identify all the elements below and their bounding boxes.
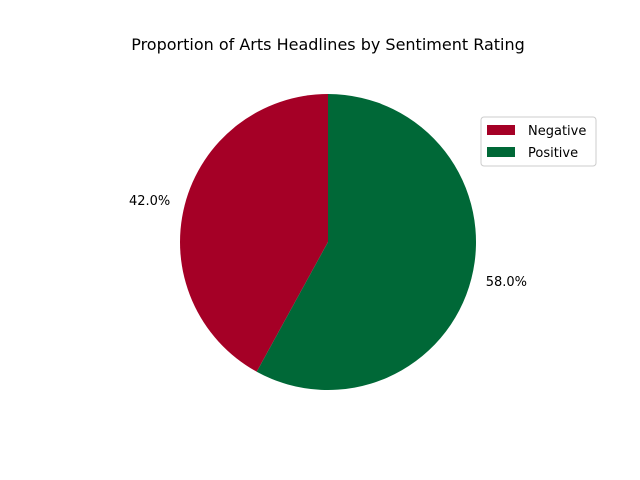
legend-label-positive: Positive: [528, 146, 578, 161]
pie-slice-positive: [256, 93, 477, 390]
legend-items: Negative Positive: [487, 124, 586, 161]
pie-slices: [180, 93, 477, 390]
pie-slice-negative: [180, 94, 328, 372]
percentage-label-positive: 58.0%: [486, 275, 527, 290]
percentage-label-negative: 42.0%: [129, 194, 170, 209]
legend-label-negative: Negative: [528, 124, 586, 139]
legend: Negative Positive: [480, 116, 597, 167]
chart-title: Proportion of Arts Headlines by Sentimen…: [131, 35, 525, 54]
legend-swatch-positive: [487, 147, 515, 157]
legend-swatch-negative: [487, 125, 515, 135]
percentage-labels: 42.0% 58.0%: [129, 194, 527, 290]
